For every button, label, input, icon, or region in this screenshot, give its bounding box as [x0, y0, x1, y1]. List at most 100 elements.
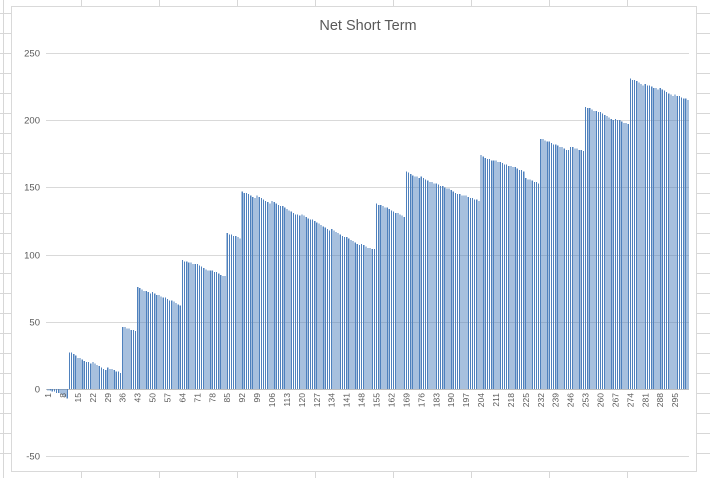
bar [678, 96, 680, 389]
x-tick-label: 253 [581, 393, 591, 407]
bar [79, 358, 81, 389]
x-tick-label: 169 [401, 393, 411, 407]
bar [371, 249, 373, 389]
bar [60, 389, 62, 395]
x-tick-label: 22 [88, 393, 98, 403]
bar [269, 203, 271, 389]
bar [107, 367, 109, 389]
bar [565, 149, 567, 389]
bar [454, 192, 457, 389]
bar [209, 270, 211, 389]
bar [175, 302, 177, 389]
bar [685, 98, 687, 389]
bar [314, 221, 316, 389]
bar [226, 233, 228, 389]
bar [49, 389, 51, 391]
bar [326, 229, 329, 389]
x-tick-label: 64 [177, 393, 187, 403]
bar [271, 200, 273, 389]
bar [324, 227, 326, 389]
bar [160, 296, 162, 389]
bar [301, 214, 303, 389]
bar [222, 276, 224, 389]
x-tick-label: 127 [312, 393, 322, 407]
bar [608, 117, 610, 389]
x-tick-label: 288 [655, 393, 665, 407]
bar [333, 230, 335, 389]
bar [437, 184, 439, 389]
bar [482, 156, 484, 389]
bar [668, 93, 670, 389]
bar [213, 272, 216, 389]
bar [523, 171, 525, 389]
bar [132, 329, 134, 389]
bar [399, 214, 401, 389]
bar [194, 264, 196, 389]
bar [546, 141, 548, 389]
bar [245, 192, 248, 389]
bar [96, 364, 98, 389]
bar [499, 161, 501, 389]
bar [465, 195, 467, 389]
bar [540, 139, 542, 389]
bar [661, 89, 663, 389]
bar [149, 293, 152, 389]
chart-canvas: 250 200 150 100 50 0 -50 1 8 15 22 29 36 43 50 57 64 71 78… [24, 49, 689, 463]
bar [70, 352, 73, 389]
x-tick-label: 1 [43, 393, 53, 398]
bar [578, 149, 580, 389]
bar [544, 140, 546, 389]
bar [395, 212, 397, 389]
x-tick-label: 134 [327, 393, 337, 407]
bar [619, 120, 621, 389]
bar [166, 298, 169, 389]
bar-series[interactable] [47, 78, 689, 399]
bar [66, 389, 68, 399]
bar [570, 147, 572, 389]
bar [105, 370, 107, 389]
x-tick-label: 281 [640, 393, 650, 407]
bar [503, 164, 506, 389]
bar [589, 108, 591, 389]
bar [672, 96, 674, 389]
bar [87, 362, 90, 389]
bar [412, 175, 414, 389]
bar [350, 239, 352, 389]
bar [237, 237, 239, 389]
y-tick-label: 250 [24, 49, 40, 60]
bar [533, 182, 535, 389]
bar [405, 171, 407, 389]
bar [311, 219, 314, 389]
y-axis-labels: 250 200 150 100 50 0 -50 [24, 49, 40, 463]
bar [625, 122, 627, 389]
bar [420, 176, 422, 389]
bar [663, 90, 666, 389]
bar [358, 245, 361, 389]
bar [378, 204, 380, 389]
bar [616, 120, 619, 389]
bar [427, 180, 429, 389]
bar [388, 208, 390, 389]
bar [514, 167, 516, 389]
bar [284, 207, 286, 389]
bar [666, 91, 668, 389]
bar [493, 160, 495, 389]
chart-object[interactable]: Net Short Term 250 200 150 100 50 0 -50 1 8 15 22 2… [11, 6, 697, 472]
bar [207, 270, 209, 389]
bar [431, 182, 433, 389]
x-tick-label: 148 [357, 393, 367, 407]
y-tick-label: -50 [26, 452, 40, 463]
bar [235, 235, 237, 389]
bar [113, 370, 115, 389]
x-tick-label: 155 [372, 393, 382, 407]
bar [228, 234, 230, 389]
bar [348, 238, 350, 389]
bar [198, 265, 201, 389]
bar [145, 290, 147, 389]
bar [94, 363, 96, 389]
bar [380, 204, 382, 389]
bar [58, 389, 60, 394]
y-tick-label: 50 [29, 318, 40, 329]
x-tick-label: 50 [148, 393, 158, 403]
bar [329, 230, 331, 389]
